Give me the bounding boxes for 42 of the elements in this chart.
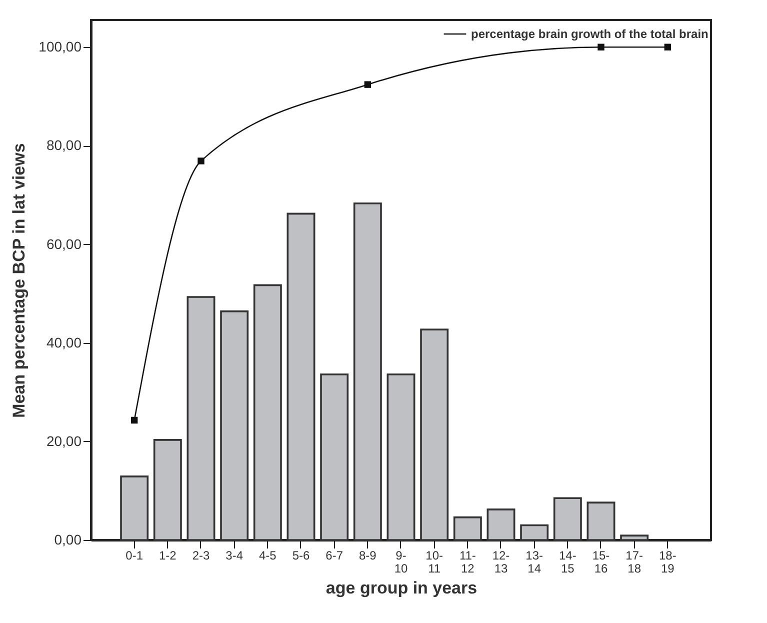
x-tick-label: 3-4 — [226, 548, 244, 562]
y-tick-label: 80,00 — [46, 137, 82, 154]
y-tick-label: 100,00 — [38, 38, 82, 55]
x-tick-label: 13-14 — [526, 548, 544, 576]
x-tick-label: 6-7 — [326, 548, 344, 562]
legend-label: percentage brain growth of the total brain — [471, 27, 708, 41]
y-tick-label: 60,00 — [46, 236, 82, 252]
x-tick-label: 18-19 — [658, 548, 676, 576]
bar — [286, 212, 316, 541]
x-tick-label: 5-6 — [292, 548, 310, 562]
x-tick-label: 8-9 — [358, 548, 377, 562]
y-axis-title: Mean percentage BCP in lat views — [10, 143, 29, 418]
bar — [453, 516, 482, 541]
bar — [486, 508, 516, 541]
x-tick-label: 4-5 — [258, 548, 277, 562]
bar — [120, 476, 149, 541]
x-tick-label: 12-13 — [492, 548, 510, 576]
bar — [620, 534, 649, 541]
x-tick-label: 10-11 — [426, 548, 444, 576]
bar — [353, 202, 382, 541]
bar — [253, 284, 282, 541]
x-tick-label: 2-3 — [192, 548, 210, 562]
x-tick-label: 14-15 — [558, 548, 576, 576]
x-tick-label: 15-16 — [592, 548, 610, 576]
bar — [220, 310, 249, 541]
x-tick-label: 1-2 — [158, 548, 177, 562]
y-tick-label: 0,00 — [54, 532, 82, 548]
x-tick-label: 11-12 — [459, 548, 476, 576]
y-tick-label: 20,00 — [46, 432, 82, 449]
bar — [520, 524, 549, 541]
bar — [553, 497, 582, 541]
bar — [320, 373, 349, 541]
y-tick-label: 40,00 — [46, 334, 82, 350]
bar — [420, 328, 449, 541]
x-tick-label: 0-1 — [126, 548, 144, 562]
bar — [186, 296, 216, 541]
bar — [586, 502, 616, 541]
x-tick-label: 17-18 — [626, 548, 644, 576]
x-tick-label: 9-10 — [394, 548, 408, 576]
bar — [153, 439, 182, 541]
bar — [386, 373, 416, 541]
x-axis-title: age group in years — [326, 578, 478, 598]
